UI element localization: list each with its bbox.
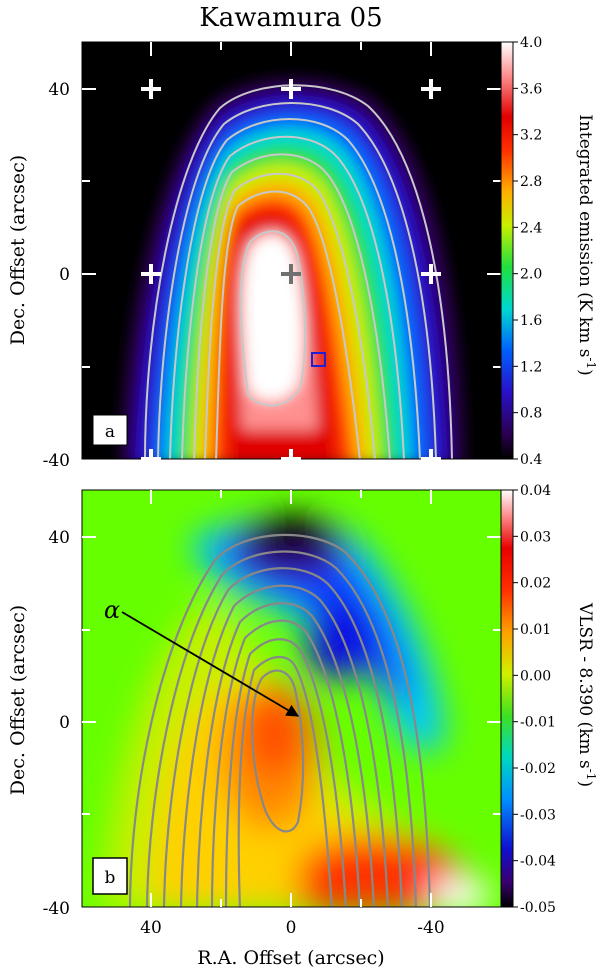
alpha-arrow [121, 611, 300, 717]
colorbar-tick-label: -0.03 [520, 807, 556, 823]
panel-b-ytick: -40 [43, 899, 70, 919]
panel-a-ytick: 40 [48, 80, 70, 100]
alpha-label: α [104, 596, 120, 624]
panel-a-tag-box [92, 414, 128, 446]
panel-a: a 40 0 -40 Dec. Offset (arcsec) 0.4 0.8 1.… [7, 35, 598, 471]
panel-b-colorbar-ticks: 0.04 0.03 0.02 0.01 0.00 -0.01 -0.02 -0.03 -0.04… [513, 483, 556, 916]
cross-marker [141, 449, 161, 461]
panel-a-emission-map [120, 77, 465, 459]
panel-b-ylabel: Dec. Offset (arcsec) [7, 605, 29, 795]
colorbar-tick-label: 1.6 [520, 313, 542, 329]
colorbar-tick-label: 0.8 [520, 406, 542, 422]
cross-marker [281, 449, 301, 461]
colorbar-tick-label: 0.02 [520, 576, 551, 592]
colorbar-tick-label: 3.6 [520, 81, 542, 97]
panel-a-tick-marks [82, 42, 501, 368]
cross-marker [421, 264, 441, 284]
colorbar-tick-label: -0.04 [520, 854, 556, 870]
panel-b-contours [128, 533, 432, 907]
colorbar-tick-label: 0.03 [520, 529, 551, 545]
colorbar-tick-label: 2.0 [520, 267, 542, 283]
colorbar-tick-label: 1.2 [520, 359, 542, 375]
panel-b-ytick: 0 [59, 713, 70, 733]
chart-title: Kawamura 05 [199, 3, 382, 33]
colorbar-tick-label: -0.01 [520, 715, 556, 731]
colorbar-tick-label: 0.00 [520, 668, 551, 684]
panel-b-tag: b [105, 868, 116, 888]
center-cross-marker [281, 264, 301, 284]
panel-a-colorbar-label: Integrated emission (K km s-1) [575, 114, 598, 376]
panel-b-xtick: 0 [286, 918, 297, 938]
cross-marker [141, 264, 161, 284]
panel-b-colorbar [501, 490, 513, 907]
panel-b-colorbar-label: VLSR - 8.390 (km s-1) [575, 602, 598, 787]
colorbar-tick-label: 4.0 [520, 35, 542, 51]
panel-a-colorbar [501, 42, 513, 459]
colorbar-tick-label: 2.8 [520, 174, 542, 190]
panel-a-ytick: -40 [43, 451, 70, 471]
cross-marker [141, 79, 161, 99]
panel-b-xtick: 40 [140, 918, 162, 938]
colorbar-tick-label: 2.4 [520, 220, 542, 236]
panel-b-velocity-map [100, 515, 490, 907]
beam-marker [311, 352, 326, 367]
cross-marker [421, 449, 441, 461]
colorbar-tick-label: 0.4 [520, 452, 542, 468]
panel-a-tag: a [105, 422, 115, 442]
colorbar-tick-label: -0.05 [520, 900, 556, 916]
colorbar-tick-label: 3.2 [520, 128, 542, 144]
panel-b: α b 40 0 -40 40 0 -40 Dec. Offset (arcse… [7, 483, 598, 969]
cross-marker [421, 79, 441, 99]
panel-a-colorbar-ticks: 0.4 0.8 1.2 1.6 2.0 2.4 2.8 3.2 3.6 4.0 [513, 35, 542, 468]
panel-a-ylabel: Dec. Offset (arcsec) [7, 155, 29, 345]
colorbar-tick-label: 0.01 [520, 622, 551, 638]
panel-a-cross-markers [141, 79, 441, 461]
panel-a-ytick: 0 [59, 265, 70, 285]
panel-a-contours [144, 84, 453, 459]
panel-b-xlabel: R.A. Offset (arcsec) [197, 947, 384, 969]
panel-b-tag-box [92, 857, 128, 895]
panel-b-ytick: 40 [48, 528, 70, 548]
panel-b-tick-marks [82, 490, 501, 907]
cross-marker [281, 79, 301, 99]
panel-b-xtick: -40 [417, 918, 444, 938]
colorbar-tick-label: -0.02 [520, 761, 556, 777]
colorbar-tick-label: 0.04 [520, 483, 551, 499]
